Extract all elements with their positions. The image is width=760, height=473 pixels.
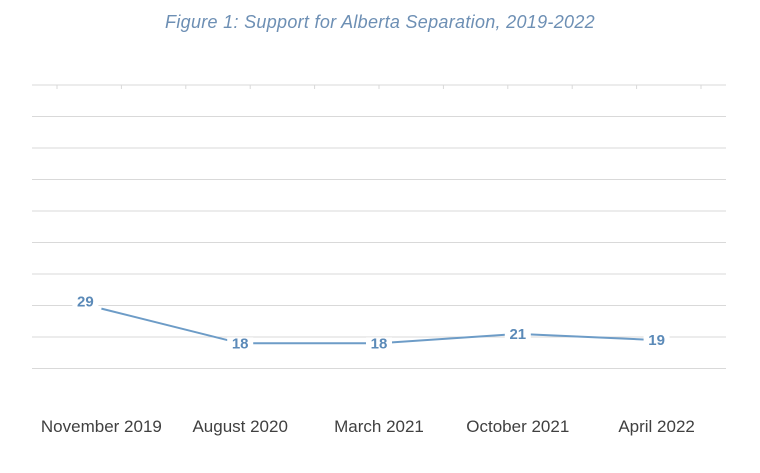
x-axis-tick-labels: November 2019 August 2020 March 2021 Octobe… (41, 417, 695, 436)
data-label: 29 (77, 294, 94, 311)
category-tick-marks (56, 85, 702, 89)
data-label-background (643, 334, 670, 351)
data-label: 19 (648, 332, 665, 349)
x-tick-label: March 2021 (334, 417, 424, 436)
data-labels: 29 18 18 21 19 (72, 294, 670, 354)
data-label-background (366, 337, 392, 354)
data-label-background (72, 295, 99, 312)
data-label-background (504, 327, 531, 344)
data-label: 18 (371, 335, 388, 352)
x-tick-label: August 2020 (192, 417, 287, 436)
x-tick-label: April 2022 (618, 417, 695, 436)
chart-title: Figure 1: Support for Alberta Separation… (165, 12, 595, 32)
x-tick-label: October 2021 (466, 417, 569, 436)
data-label: 18 (232, 335, 249, 352)
x-tick-label: November 2019 (41, 417, 162, 436)
data-label: 21 (509, 326, 526, 343)
gridlines (32, 84, 726, 369)
data-label-background (227, 337, 254, 354)
